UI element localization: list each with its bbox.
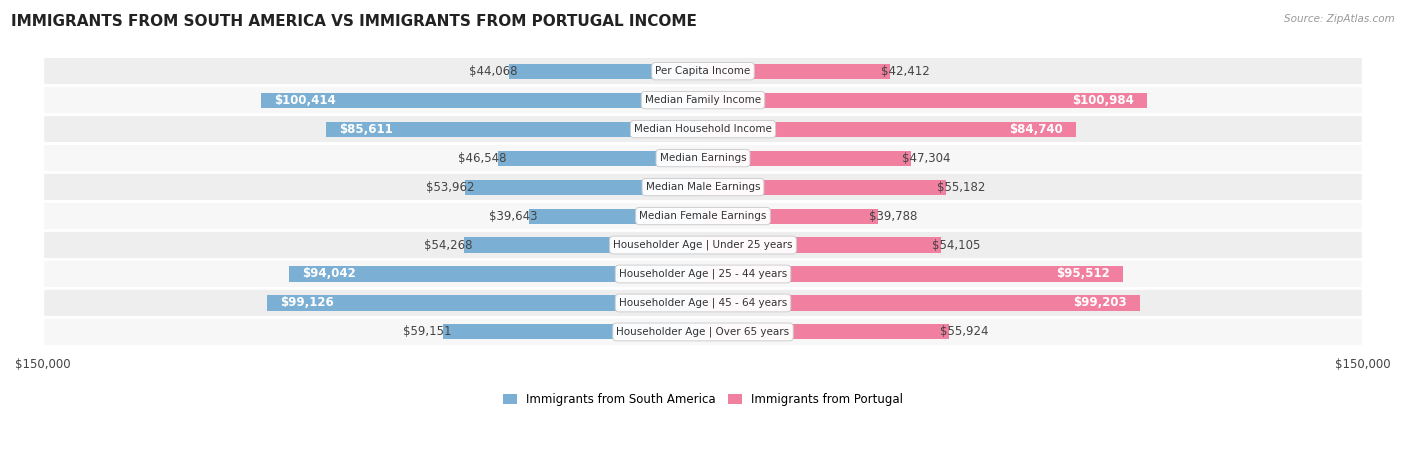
Text: $44,068: $44,068 [470,65,517,78]
Text: $39,643: $39,643 [489,210,537,223]
Bar [703,121,1076,137]
Text: Median Household Income: Median Household Income [634,124,772,134]
Bar [529,209,703,224]
Bar [465,179,703,195]
Bar [464,238,703,253]
FancyBboxPatch shape [42,57,1364,86]
Text: $42,412: $42,412 [882,65,929,78]
Legend: Immigrants from South America, Immigrants from Portugal: Immigrants from South America, Immigrant… [498,388,908,410]
Bar [703,325,949,340]
Bar [326,121,703,137]
Bar [443,325,703,340]
Text: Per Capita Income: Per Capita Income [655,66,751,76]
Bar [703,267,1123,282]
Text: $100,414: $100,414 [274,94,336,106]
Text: $39,788: $39,788 [869,210,918,223]
Text: $94,042: $94,042 [302,268,356,281]
FancyBboxPatch shape [42,289,1364,318]
Text: $54,105: $54,105 [932,239,981,252]
Text: $84,740: $84,740 [1010,123,1063,135]
Text: Median Female Earnings: Median Female Earnings [640,211,766,221]
FancyBboxPatch shape [42,143,1364,173]
Bar [267,296,703,311]
Text: Source: ZipAtlas.com: Source: ZipAtlas.com [1284,14,1395,24]
FancyBboxPatch shape [42,231,1364,260]
Bar [703,296,1140,311]
Text: Householder Age | Under 25 years: Householder Age | Under 25 years [613,240,793,250]
FancyBboxPatch shape [42,172,1364,202]
Text: $47,304: $47,304 [903,152,950,164]
Text: Median Male Earnings: Median Male Earnings [645,182,761,192]
Bar [703,238,941,253]
Text: Householder Age | Over 65 years: Householder Age | Over 65 years [616,327,790,337]
FancyBboxPatch shape [42,85,1364,115]
Text: $59,151: $59,151 [404,325,451,339]
Bar [703,150,911,166]
Bar [509,64,703,79]
Text: Median Family Income: Median Family Income [645,95,761,105]
Bar [703,209,879,224]
Text: $99,126: $99,126 [280,297,333,310]
Bar [262,92,703,108]
Text: $53,962: $53,962 [426,181,474,194]
FancyBboxPatch shape [42,114,1364,144]
Text: $85,611: $85,611 [339,123,394,135]
Text: $55,182: $55,182 [936,181,986,194]
Bar [703,92,1147,108]
Text: $99,203: $99,203 [1073,297,1126,310]
FancyBboxPatch shape [42,201,1364,231]
Text: $55,924: $55,924 [941,325,988,339]
Bar [498,150,703,166]
Text: $46,548: $46,548 [458,152,508,164]
Bar [703,64,890,79]
Text: Householder Age | 45 - 64 years: Householder Age | 45 - 64 years [619,298,787,308]
Text: $54,268: $54,268 [425,239,472,252]
Text: $95,512: $95,512 [1056,268,1111,281]
Text: $100,984: $100,984 [1073,94,1135,106]
Bar [703,179,946,195]
Text: Median Earnings: Median Earnings [659,153,747,163]
Text: IMMIGRANTS FROM SOUTH AMERICA VS IMMIGRANTS FROM PORTUGAL INCOME: IMMIGRANTS FROM SOUTH AMERICA VS IMMIGRA… [11,14,697,29]
Bar [290,267,703,282]
FancyBboxPatch shape [42,260,1364,289]
Text: Householder Age | 25 - 44 years: Householder Age | 25 - 44 years [619,269,787,279]
FancyBboxPatch shape [42,318,1364,347]
